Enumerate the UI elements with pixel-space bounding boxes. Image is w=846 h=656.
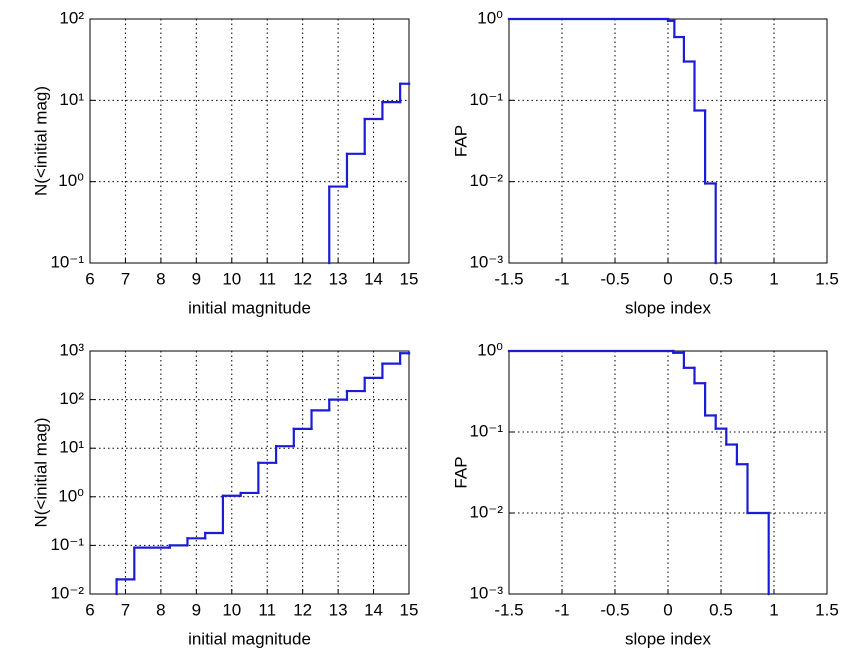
y-tick-label: 10⁻² [50, 583, 84, 602]
x-tick-label: 1.5 [815, 269, 839, 288]
x-tick-label: 12 [293, 600, 312, 619]
y-tick-label: 10⁻² [469, 502, 503, 521]
x-tick-label: 1.5 [815, 600, 839, 619]
x-tick-label: -1.5 [494, 600, 523, 619]
x-axis-label: slope index [625, 298, 712, 317]
x-tick-label: 9 [192, 269, 201, 288]
x-tick-label: -0.5 [600, 269, 629, 288]
x-tick-label: 6 [85, 269, 94, 288]
y-tick-label: 10² [59, 389, 84, 408]
x-axis-label: slope index [625, 629, 712, 648]
x-tick-label: 8 [156, 269, 165, 288]
x-axis-label: initial magnitude [188, 629, 311, 648]
x-tick-label: 8 [156, 600, 165, 619]
x-tick-label: 11 [258, 269, 276, 288]
y-tick-label: 10⁰ [58, 486, 84, 505]
x-tick-label: 15 [400, 269, 419, 288]
y-tick-label: 10⁰ [477, 8, 503, 27]
x-tick-label: 10 [222, 600, 241, 619]
x-tick-label: 14 [364, 269, 383, 288]
subplot: 6 7 8 9 10 11 12 13 14 15 10⁻² 10⁻¹ 10⁰ 10¹ 10² 10³ init… [31, 340, 418, 648]
x-tick-label: 0 [663, 269, 672, 288]
y-tick-label: 10⁻¹ [50, 252, 84, 271]
x-tick-label: -1 [554, 600, 569, 619]
x-tick-label: 13 [329, 600, 348, 619]
x-axis-label: initial magnitude [188, 298, 311, 317]
x-tick-label: 14 [364, 600, 383, 619]
subplot: -1.5 -1 -0.5 0 0.5 1 1.5 10⁻³ 10⁻² 10⁻¹ 10⁰ slope i… [451, 340, 838, 648]
y-tick-label: 10¹ [59, 438, 84, 457]
y-tick-label: 10¹ [59, 90, 84, 109]
subplot: -1.5 -1 -0.5 0 0.5 1 1.5 10⁻³ 10⁻² 10⁻¹ 10⁰ slope i… [451, 8, 838, 317]
y-tick-label: 10⁰ [58, 171, 84, 190]
x-tick-label: 1 [769, 269, 778, 288]
y-tick-label: 10⁻³ [469, 252, 503, 271]
y-axis-label: N(<initial mag) [31, 417, 50, 527]
x-tick-label: 9 [192, 600, 201, 619]
x-tick-label: 1 [769, 600, 778, 619]
y-tick-label: 10⁻¹ [50, 535, 84, 554]
x-tick-label: 7 [121, 600, 130, 619]
y-tick-label: 10⁻¹ [469, 90, 503, 109]
x-tick-label: 12 [293, 269, 312, 288]
x-tick-label: 0 [663, 600, 672, 619]
x-tick-label: -0.5 [600, 600, 629, 619]
y-axis-label: FAP [451, 456, 470, 488]
subplot: 6 7 8 9 10 11 12 13 14 15 10⁻¹ 10⁰ 10¹ 10² initial mag… [31, 8, 418, 317]
plot-frame [89, 18, 410, 264]
x-tick-label: 11 [258, 600, 276, 619]
y-tick-label: 10⁻¹ [469, 421, 503, 440]
y-tick-label: 10³ [59, 340, 84, 359]
x-tick-label: 15 [400, 600, 419, 619]
y-tick-label: 10² [59, 8, 84, 27]
x-tick-label: 13 [329, 269, 348, 288]
x-tick-label: -1 [554, 269, 569, 288]
x-tick-label: 10 [222, 269, 241, 288]
y-axis-label: FAP [451, 125, 470, 157]
x-tick-label: 0.5 [709, 600, 733, 619]
y-axis-label: N(<initial mag) [31, 86, 50, 196]
y-tick-label: 10⁻³ [469, 583, 503, 602]
x-tick-label: 6 [85, 600, 94, 619]
x-tick-label: 0.5 [709, 269, 733, 288]
y-tick-label: 10⁻² [469, 171, 503, 190]
y-tick-label: 10⁰ [477, 340, 503, 359]
x-tick-label: -1.5 [494, 269, 523, 288]
x-tick-label: 7 [121, 269, 130, 288]
plot-frame [89, 350, 410, 595]
